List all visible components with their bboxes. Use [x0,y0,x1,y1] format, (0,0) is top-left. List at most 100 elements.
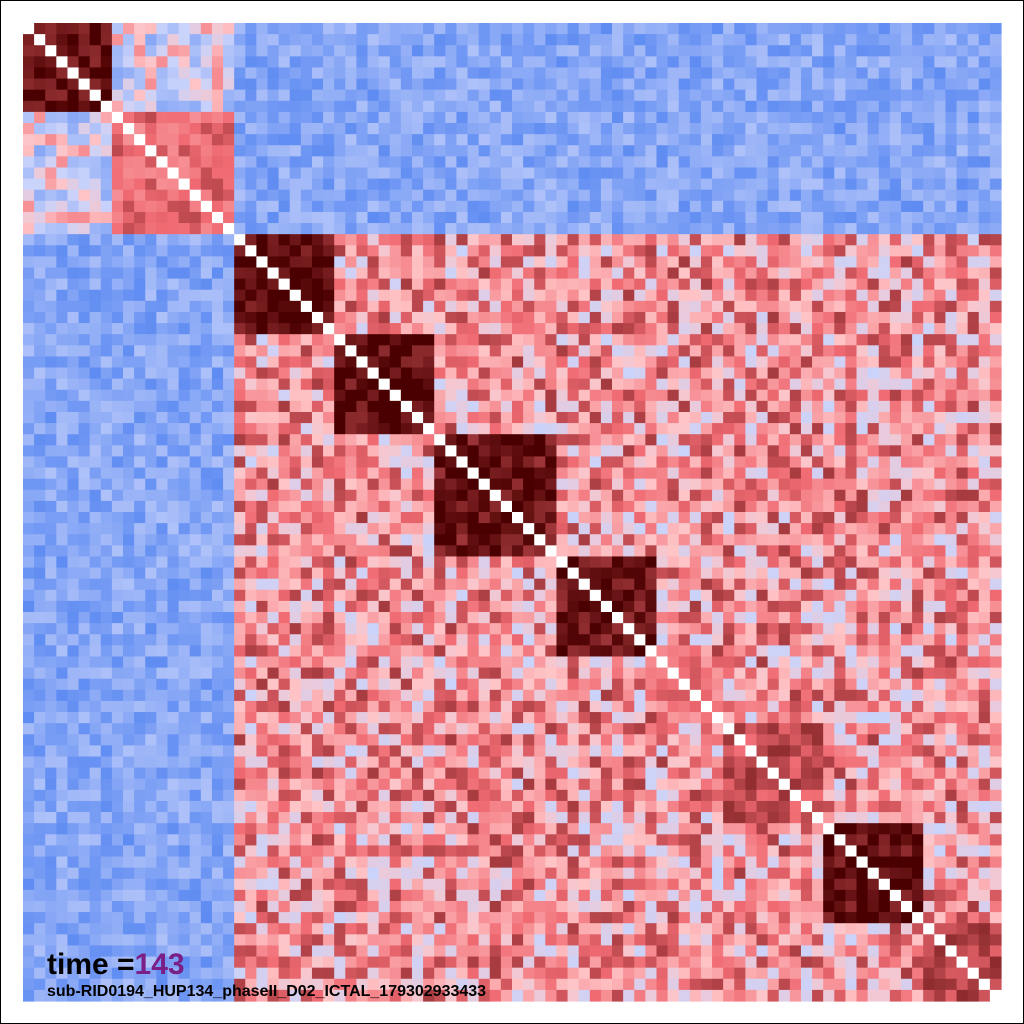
heatmap-cell [745,145,758,157]
heatmap-cell [311,256,324,269]
heatmap-cell [23,578,35,591]
heatmap-cell [700,411,713,424]
heatmap-cell [145,134,157,146]
heatmap-cell [300,267,313,280]
heatmap-cell [967,589,980,602]
heatmap-cell [745,289,758,302]
heatmap-cell [145,23,157,35]
heatmap-cell [256,111,269,124]
heatmap-cell [878,489,891,502]
heatmap-cell [23,178,35,191]
heatmap-cell [134,278,146,291]
heatmap-cell [423,456,435,469]
heatmap-cell [545,634,558,646]
heatmap-cell [478,156,491,169]
heatmap-cell [589,512,602,524]
heatmap-cell [612,612,624,624]
heatmap-cell [178,256,191,269]
heatmap-cell [512,589,524,602]
heatmap-cell [856,356,869,369]
heatmap-cell [211,389,224,402]
heatmap-cell [23,23,35,35]
heatmap-cell [923,89,935,102]
heatmap-cell [323,45,335,57]
heatmap-cell [578,356,591,369]
heatmap-cell [923,612,935,624]
heatmap-cell [489,300,502,313]
heatmap-cell [900,289,913,302]
heatmap-cell [289,367,302,380]
heatmap-cell [612,34,624,46]
heatmap-cell [956,589,969,602]
heatmap-cell [734,256,746,269]
heatmap-cell [900,178,913,191]
heatmap-cell [123,289,135,302]
heatmap-cell [656,567,669,580]
heatmap-cell [589,334,602,346]
heatmap-cell [634,411,646,424]
heatmap-cell [656,300,669,313]
heatmap-cell [56,478,69,491]
heatmap-cell [267,489,280,502]
heatmap-cell [589,256,602,269]
heatmap-cell [34,334,46,346]
heatmap-cell [600,356,613,369]
heatmap-cell [345,100,358,113]
heatmap-cell [756,167,769,180]
heatmap-cell [567,89,580,102]
heatmap-cell [856,367,869,380]
heatmap-cell [645,411,658,424]
heatmap-cell [278,445,291,458]
heatmap-cell [323,478,335,491]
heatmap-cell [189,267,202,280]
heatmap-cell [123,612,135,624]
heatmap-cell [878,512,891,524]
heatmap-cell [378,100,391,113]
heatmap-cell [567,411,580,424]
heatmap-cell [467,111,480,124]
heatmap-cell [367,300,380,313]
heatmap-cell [289,434,302,446]
heatmap-cell [856,478,869,491]
heatmap-cell [378,334,391,346]
heatmap-cell [545,34,558,46]
heatmap-cell [111,411,124,424]
heatmap-cell [989,356,1002,369]
heatmap-cell [900,389,913,402]
heatmap-cell [34,323,46,335]
heatmap-cell [645,156,658,169]
heatmap-cell [712,223,724,235]
heatmap-cell [156,634,169,646]
heatmap-cell [878,567,891,580]
heatmap-cell [334,200,346,213]
heatmap-cell [145,534,157,546]
heatmap-cell [123,500,135,513]
heatmap-cell [612,67,624,80]
heatmap-cell [289,267,302,280]
heatmap-cell [145,378,157,391]
heatmap-cell [245,134,257,146]
heatmap-cell [900,500,913,513]
heatmap-cell [723,400,735,413]
heatmap-cell [145,345,157,358]
heatmap-cell [567,278,580,291]
heatmap-cell [667,612,680,624]
heatmap-cell [645,56,658,69]
heatmap-cell [989,89,1002,102]
heatmap-cell [723,256,735,269]
heatmap-cell [67,23,80,35]
heatmap-cell [778,178,791,191]
heatmap-cell [845,634,858,646]
heatmap-cell [156,300,169,313]
heatmap-cell [523,500,535,513]
heatmap-cell [912,445,924,458]
heatmap-cell [589,523,602,535]
heatmap-cell [723,523,735,535]
heatmap-cell [178,323,191,335]
heatmap-cell [756,434,769,446]
heatmap-cell [989,145,1002,157]
heatmap-cell [712,600,724,613]
heatmap-cell [823,323,835,335]
heatmap-cell [678,345,691,358]
heatmap-cell [89,23,102,35]
